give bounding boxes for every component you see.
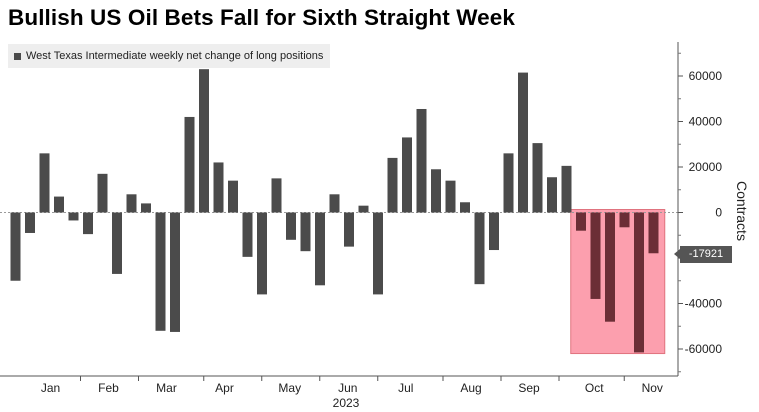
- bar: [300, 212, 311, 252]
- last-value-callout: -17921: [674, 246, 732, 263]
- y-tick-label: 0: [715, 206, 722, 220]
- bar: [286, 212, 296, 240]
- x-tick-label: Oct: [585, 381, 604, 395]
- bar: [170, 212, 180, 332]
- x-tick-label: Jun: [338, 381, 357, 395]
- bar: [619, 212, 630, 228]
- y-axis-label: Contracts: [734, 181, 750, 241]
- bar: [503, 153, 514, 213]
- legend: West Texas Intermediate weekly net chang…: [8, 44, 331, 68]
- bar: [97, 173, 108, 213]
- bar: [315, 212, 325, 286]
- bar: [532, 143, 543, 213]
- bar: [10, 212, 21, 281]
- bar: [576, 212, 586, 231]
- bar: [83, 212, 93, 235]
- x-tick-label: Aug: [460, 381, 481, 395]
- bar: [228, 180, 238, 213]
- bar: [358, 205, 369, 213]
- bar: [25, 212, 35, 233]
- bar: [373, 212, 383, 295]
- bar: [199, 69, 209, 213]
- y-tick-label: 40000: [689, 115, 723, 129]
- bar: [547, 177, 557, 213]
- y-tick-label: 20000: [689, 160, 723, 174]
- bar: [416, 108, 427, 213]
- x-tick-label: Sep: [518, 381, 540, 395]
- y-tick-label: -60000: [685, 342, 723, 356]
- x-tick-label: Nov: [642, 381, 663, 395]
- bar: [634, 212, 644, 353]
- x-axis: Jan Feb Mar Apr May Jun Jul Aug Sep Oct Nov: [0, 375, 678, 395]
- bar: [387, 157, 398, 213]
- y-tick-label: 60000: [689, 69, 723, 83]
- bar: [648, 212, 659, 254]
- bar: [271, 178, 282, 213]
- legend-label: West Texas Intermediate weekly net chang…: [26, 50, 324, 62]
- bar: [474, 212, 485, 285]
- bar: [155, 212, 166, 331]
- x-tick-label: Apr: [215, 381, 234, 395]
- bar: [561, 165, 572, 213]
- x-axis-year-label: 2023: [332, 396, 360, 410]
- bar: [605, 212, 615, 322]
- bar: [112, 212, 122, 274]
- bar: [460, 202, 470, 213]
- bar: [68, 212, 79, 221]
- bar: [39, 153, 50, 213]
- bar: [344, 212, 354, 247]
- bar: [54, 196, 64, 213]
- bar: [518, 72, 528, 213]
- bar: [445, 180, 456, 213]
- bar: [590, 212, 601, 299]
- bar: [489, 212, 499, 251]
- x-tick-label: Feb: [98, 381, 119, 395]
- bar: [402, 137, 412, 213]
- bar: [329, 194, 340, 213]
- chart-title: Bullish US Oil Bets Fall for Sixth Strai…: [8, 5, 515, 30]
- bar: [184, 116, 195, 213]
- bars: [10, 69, 659, 353]
- bar: [257, 212, 267, 295]
- bar: [213, 162, 224, 213]
- x-tick-label: Mar: [156, 381, 177, 395]
- bar: [242, 212, 253, 257]
- x-tick-label: May: [278, 381, 301, 395]
- x-tick-label: Jan: [41, 381, 60, 395]
- bar: [431, 169, 441, 213]
- legend-swatch: [14, 52, 21, 60]
- bar: [126, 194, 137, 213]
- x-tick-label: Jul: [398, 381, 413, 395]
- bar: [141, 203, 151, 213]
- y-tick-label: -40000: [685, 297, 723, 311]
